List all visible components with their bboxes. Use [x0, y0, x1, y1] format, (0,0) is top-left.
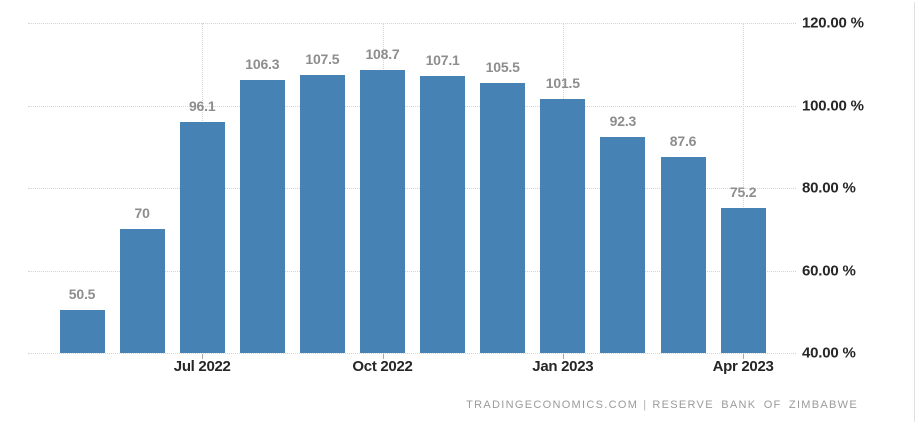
- bar-value-label: 108.7: [365, 45, 400, 62]
- bar-value-label: 87.6: [669, 132, 697, 149]
- x-axis-tick-mark: [202, 354, 204, 359]
- horizontal-gridline: [28, 23, 796, 24]
- y-axis-tick-label: 40.00 %: [802, 344, 856, 362]
- horizontal-gridline: [28, 105, 796, 107]
- bar-value-label: 70: [134, 205, 150, 222]
- bar-value-label: 75.2: [729, 183, 757, 200]
- bar[interactable]: [540, 99, 586, 353]
- bar[interactable]: [239, 79, 285, 353]
- attribution-source-link[interactable]: RESERVE BANK OF ZIMBABWE: [652, 399, 858, 411]
- bar-value-label: 106.3: [245, 55, 280, 72]
- bar-value-label: 101.5: [545, 75, 580, 92]
- x-axis-tick-label: Jan 2023: [532, 358, 594, 375]
- x-axis-tick-mark: [382, 354, 384, 359]
- bar-value-label: 96.1: [188, 97, 216, 114]
- x-axis-tick-label: Apr 2023: [712, 358, 774, 375]
- horizontal-gridline: [28, 270, 796, 272]
- bar[interactable]: [59, 309, 105, 353]
- x-axis-tick-label: Oct 2022: [352, 358, 413, 375]
- attribution-separator: |: [643, 399, 648, 411]
- bar-value-label: 105.5: [485, 58, 520, 75]
- attribution: TRADINGECONOMICS.COM | RESERVE BANK OF ZIM…: [466, 399, 858, 411]
- vertical-gridline: [743, 23, 745, 353]
- bar[interactable]: [420, 76, 466, 353]
- bar[interactable]: [360, 69, 405, 353]
- x-axis-tick-mark: [743, 354, 745, 359]
- y-axis-tick-label: 120.00 %: [802, 14, 864, 32]
- bar[interactable]: [660, 156, 706, 353]
- x-axis-tick-label: Jul 2022: [173, 358, 231, 375]
- widget-right-border: [914, 2, 915, 422]
- y-axis-tick-label: 100.00 %: [802, 97, 864, 114]
- bar[interactable]: [119, 229, 165, 353]
- bar[interactable]: [179, 121, 225, 353]
- x-axis-tick-mark: [562, 354, 564, 359]
- bar-value-label: 107.1: [425, 52, 460, 69]
- attribution-site-link[interactable]: TRADINGECONOMICS.COM: [466, 399, 639, 411]
- bar-value-label: 50.5: [68, 285, 96, 302]
- bar[interactable]: [600, 137, 646, 353]
- horizontal-gridline: [28, 188, 796, 189]
- bar-value-label: 107.5: [305, 50, 340, 67]
- bar[interactable]: [480, 82, 526, 353]
- bar[interactable]: [299, 74, 345, 353]
- bar-value-label: 92.3: [609, 113, 637, 130]
- horizontal-gridline: [28, 353, 796, 354]
- y-axis-tick-label: 60.00 %: [802, 262, 856, 279]
- y-axis-tick-label: 80.00 %: [802, 179, 856, 197]
- bar[interactable]: [720, 207, 766, 353]
